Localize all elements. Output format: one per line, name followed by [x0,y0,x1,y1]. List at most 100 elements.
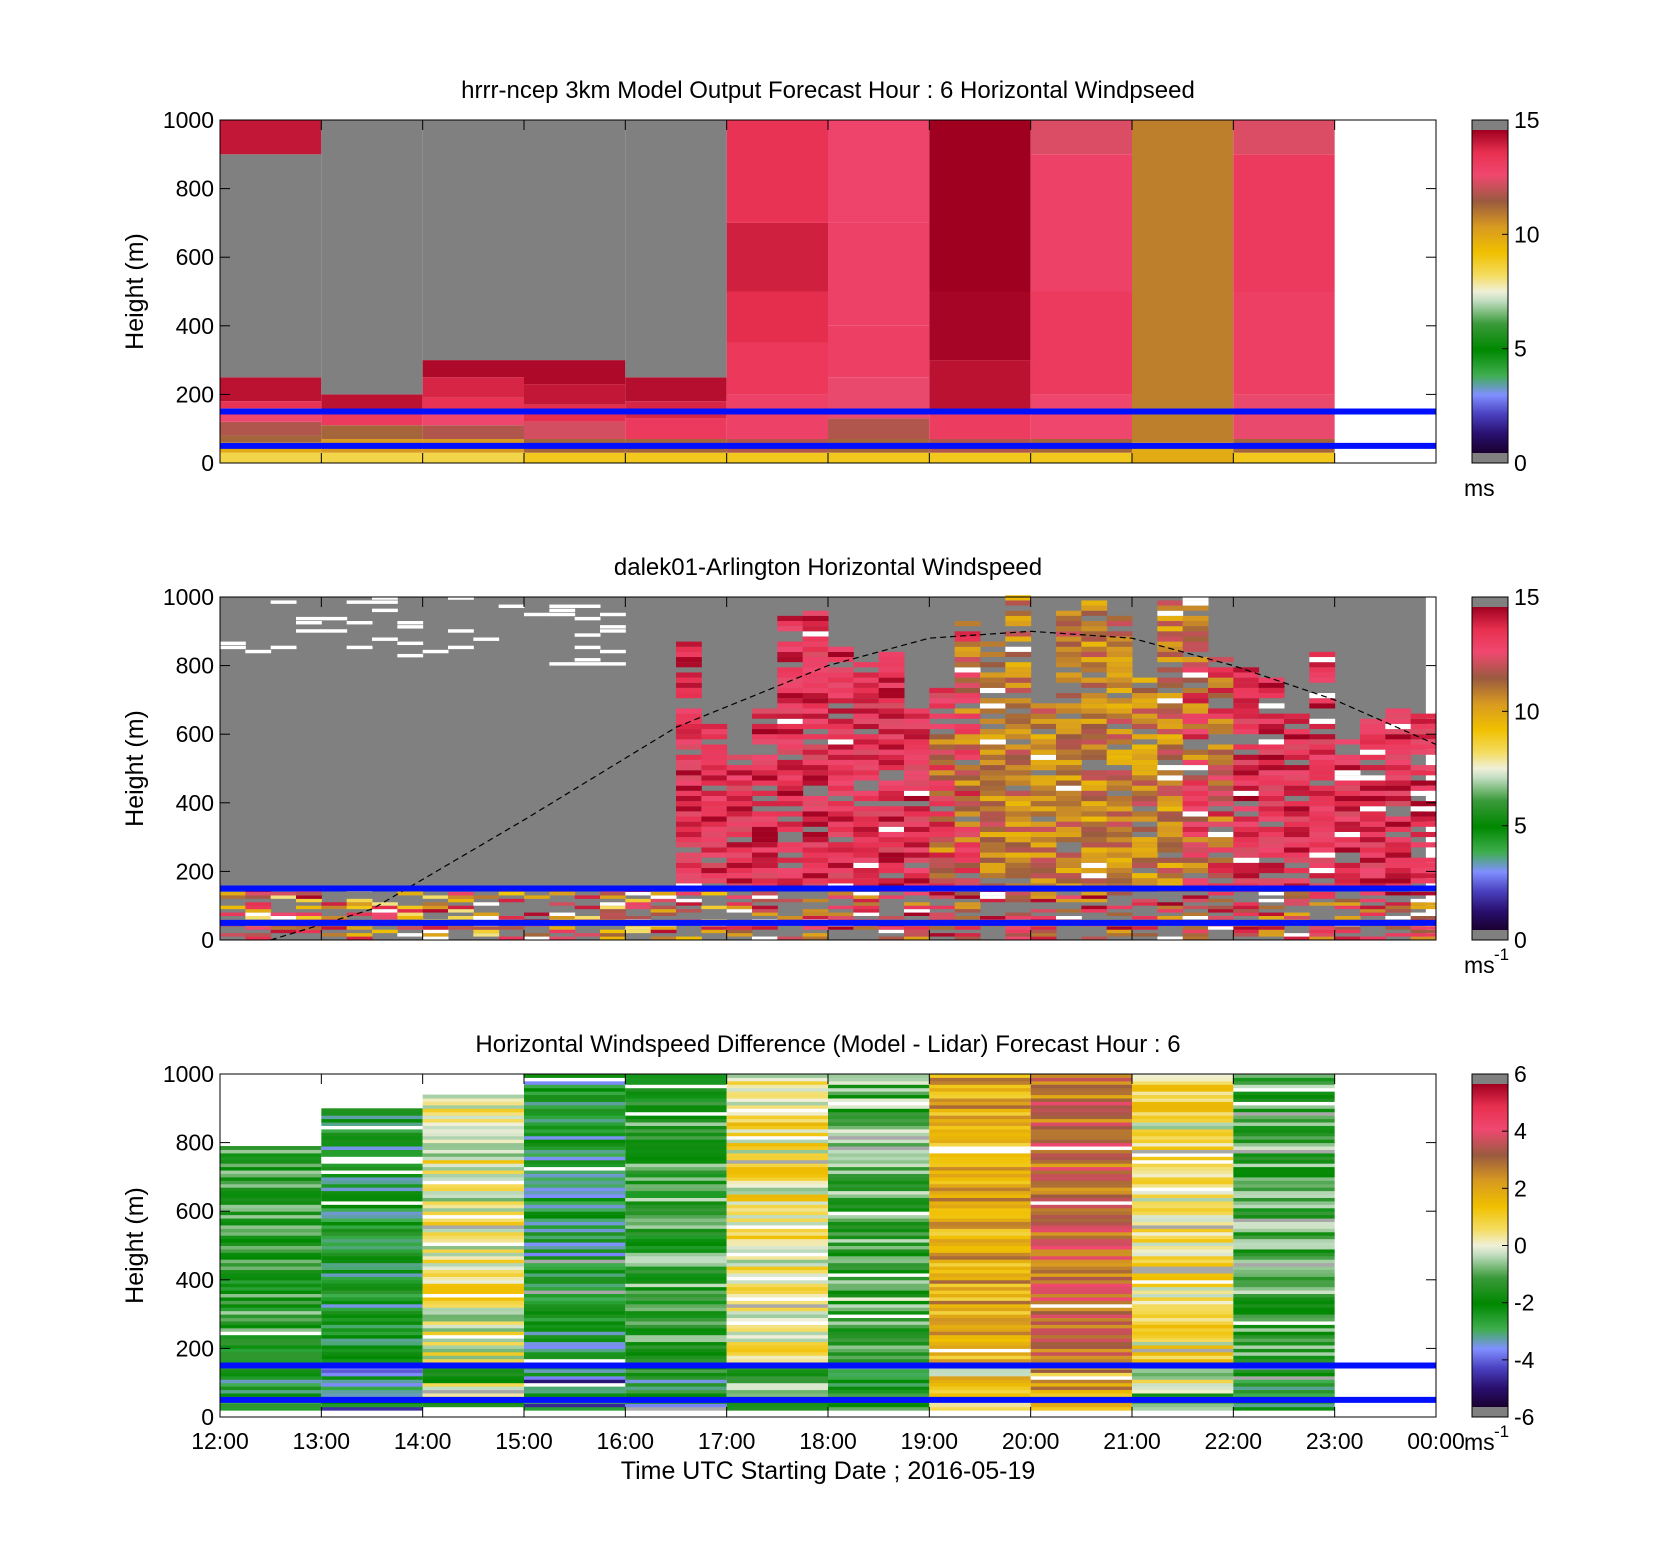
heatmap-cell [929,734,956,740]
heatmap-cell [828,873,854,879]
heatmap-cell [1081,682,1108,688]
heatmap-cell [726,1159,828,1164]
heatmap-cell [1081,826,1108,832]
heatmap-cell [1132,1283,1234,1288]
heatmap-cell [853,759,880,766]
heatmap-cell [1258,759,1285,766]
heatmap-cell [676,744,702,750]
heatmap-cell [726,1211,828,1216]
heatmap-cell [1132,770,1158,776]
heatmap-cell [220,1403,322,1408]
heatmap-cell [726,1094,828,1099]
heatmap-cell [1030,1314,1132,1319]
heatmap-cell [777,723,804,730]
heatmap-cell [904,723,930,730]
heatmap-cell [701,831,728,838]
heatmap-cell [726,895,753,899]
heatmap-cell [1410,718,1437,724]
heatmap-cell [954,646,981,652]
heatmap-cell [1030,1084,1132,1089]
heatmap-cell [220,1351,322,1356]
heatmap-cell [1030,1211,1132,1216]
heatmap-cell [422,1142,524,1147]
heatmap-cell [422,936,449,940]
heatmap-cell [1030,723,1057,730]
heatmap-cell [1334,770,1361,776]
heatmap-cell [726,909,753,913]
heatmap-cell [726,1375,828,1380]
heatmap-cell [929,1386,1031,1391]
heatmap-cell [524,1403,626,1408]
heatmap-cell [625,1307,727,1312]
heatmap-cell [1208,857,1234,863]
heatmap-cell [321,1221,423,1226]
heatmap-cell [1258,729,1285,735]
heatmap-cell [701,873,728,879]
heatmap-cell [904,739,930,745]
heatmap-cell [1360,806,1386,812]
heatmap-cell [1334,811,1361,817]
heatmap-cell [1081,891,1108,896]
heatmap-cell [954,891,981,896]
heatmap-cell [1157,785,1184,791]
heatmap-cell [676,662,702,668]
heatmap-cell [1284,878,1310,884]
heatmap-cell [1030,1238,1132,1243]
heatmap-cell [1081,703,1108,709]
heatmap-cell [929,1214,1031,1219]
heatmap-cell [929,1341,1031,1346]
heatmap-cell [828,1272,930,1277]
heatmap-cell [1132,857,1158,863]
heatmap-cell [929,1228,1031,1233]
heatmap-cell [1132,703,1158,709]
heatmap-cell [524,1176,626,1181]
heatmap-cell [321,1320,423,1325]
heatmap-cell [853,891,880,896]
heatmap-cell [802,795,829,802]
heatmap-cell [878,744,905,750]
heatmap-cell [1132,852,1158,858]
heatmap-cell [422,411,524,426]
heatmap-cell [600,909,626,913]
heatmap-cell [625,1344,727,1349]
heatmap-cell [1157,826,1184,832]
heatmap-cell [929,1094,1031,1099]
heatmap-cell [828,1368,930,1373]
heatmap-cells [220,120,1436,463]
heatmap-cell [372,905,398,910]
heatmap-cell [220,1389,322,1394]
heatmap-cell [828,1115,930,1120]
heatmap-cell [1182,662,1209,668]
heatmap-cell [676,862,702,868]
heatmap-cell [828,811,854,817]
heatmap-cell [625,1338,727,1343]
heatmap-cell [321,1255,423,1260]
heatmap-cell [1030,1293,1132,1298]
heatmap-cell [878,739,905,745]
heatmap-cell [1081,801,1108,807]
heatmap-cell [1132,1235,1234,1240]
heatmap-cell [828,1293,930,1298]
heatmap-cell [929,1351,1031,1356]
heatmap-cell [524,1221,626,1226]
heatmap-cell [422,1132,524,1137]
heatmap-cell [1334,936,1361,940]
heatmap-cell [1410,936,1437,940]
heatmap-cell [828,1372,930,1377]
heatmap-cell [802,867,829,874]
heatmap-cell [1233,1221,1335,1226]
heatmap-cell [828,682,854,688]
heatmap-cell [980,867,1006,874]
heatmap-cell [929,765,956,771]
heatmap-cell [524,1269,626,1274]
heatmap-cell [549,936,576,940]
heatmap-cell [650,891,677,896]
heatmap-cell [1360,826,1386,832]
heatmap-cell [1081,723,1108,730]
heatmap-cell [1005,682,1032,688]
heatmap-cell [1030,744,1057,750]
heatmap-cell [878,754,905,760]
heatmap-cell [1309,895,1336,899]
heatmap-cell [1005,847,1032,853]
heatmap-cell [701,770,728,776]
